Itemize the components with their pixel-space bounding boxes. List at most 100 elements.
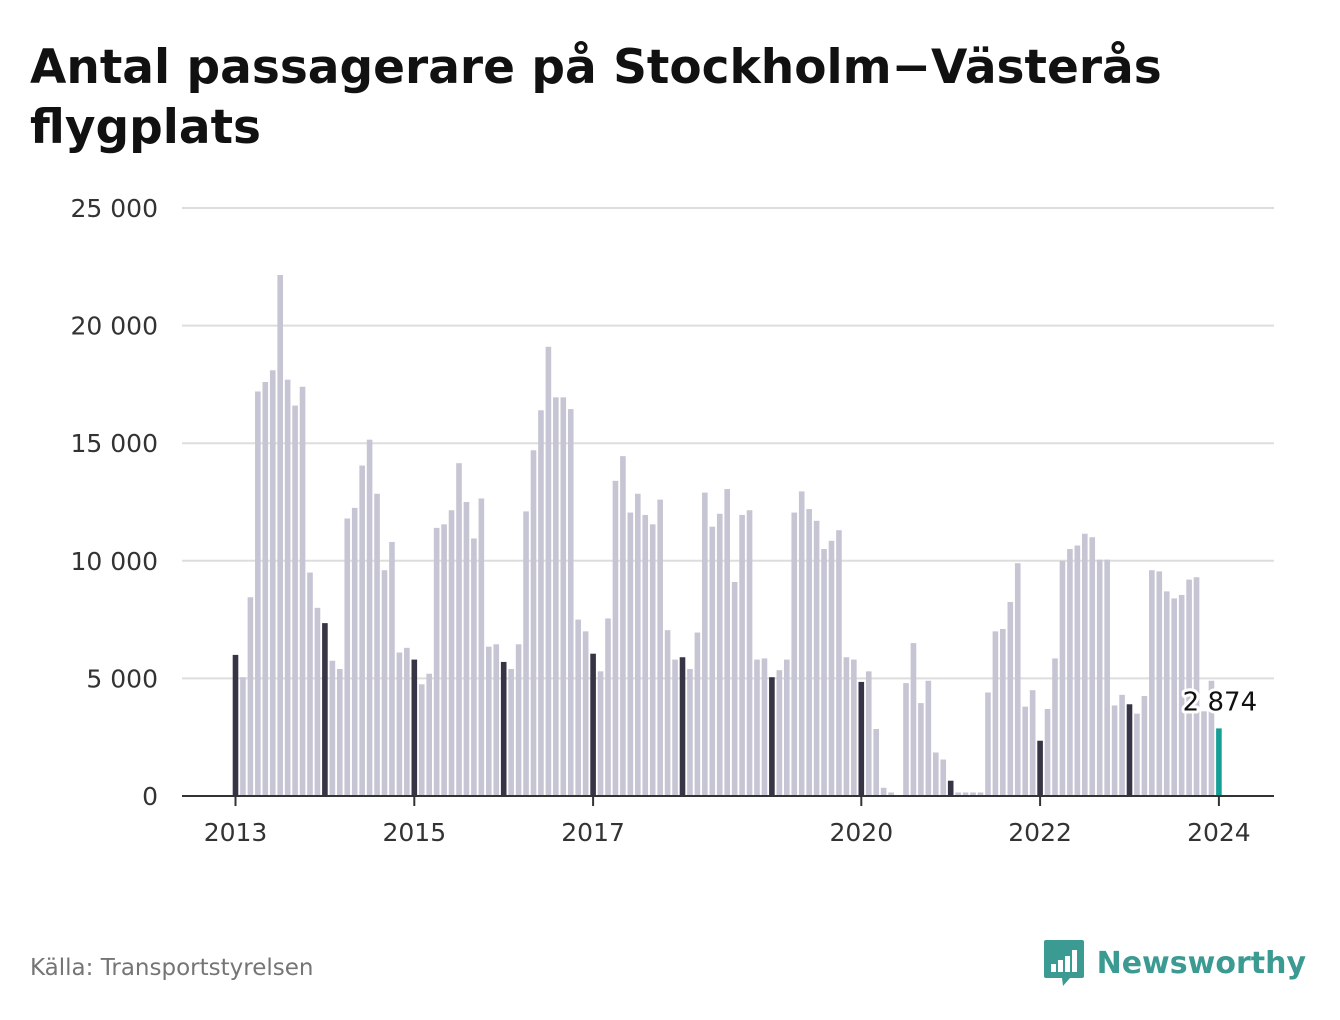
y-tick-label: 20 000: [71, 312, 158, 341]
bar: [694, 632, 701, 796]
bar: [1044, 708, 1051, 796]
bar: [702, 492, 708, 796]
bar: [471, 538, 477, 796]
bar: [1134, 713, 1140, 796]
bar: [836, 530, 842, 796]
bar: [1156, 571, 1163, 796]
bar: [612, 480, 619, 796]
bar: [448, 510, 455, 796]
bar: [985, 692, 991, 796]
bar: [1119, 694, 1125, 796]
bar: [307, 572, 313, 796]
bar: [418, 684, 425, 796]
bar: [322, 623, 328, 796]
bar: [992, 631, 999, 796]
bar: [940, 759, 947, 796]
bar: [292, 405, 298, 796]
bar: [649, 524, 656, 796]
bar: [1096, 559, 1103, 796]
bar: [1178, 594, 1185, 796]
bar: [1186, 579, 1192, 796]
bar: [344, 518, 351, 796]
bar: [925, 680, 932, 796]
bar: [1201, 711, 1207, 796]
bar: [1000, 629, 1006, 796]
bar: [828, 540, 835, 796]
bar: [947, 780, 954, 796]
bar: [590, 653, 596, 796]
bar: [933, 752, 939, 796]
y-axis-labels: 0 5 000 10 000 15 000 20 000 25 000: [71, 194, 158, 811]
bar: [1022, 706, 1028, 796]
bar: [910, 643, 917, 796]
bar: [709, 526, 716, 796]
bar: [761, 658, 768, 796]
y-tick-label: 0: [142, 782, 158, 811]
bar: [1111, 705, 1118, 796]
bar: [277, 275, 283, 796]
bar: [918, 703, 924, 796]
bar: [426, 673, 432, 796]
x-tick-label: 2013: [204, 818, 268, 847]
bar: [746, 510, 753, 796]
bar: [553, 397, 559, 796]
y-tick-label: 5 000: [86, 664, 158, 693]
bar: [530, 450, 537, 796]
bar: [865, 671, 872, 796]
newsworthy-logo-icon: [1043, 940, 1084, 986]
bar: [411, 659, 418, 796]
bar: [560, 397, 567, 796]
bar: [1126, 704, 1133, 796]
bar: [1163, 591, 1170, 796]
bar: [1149, 570, 1155, 796]
bar: [620, 456, 626, 796]
bar: [515, 644, 522, 796]
bar: [888, 792, 894, 796]
x-axis-labels: 2013 2015 2017 2020 2022 2024: [204, 796, 1251, 847]
bar: [582, 631, 589, 796]
bar: [314, 607, 321, 796]
bar: [873, 728, 879, 796]
bar: [1029, 690, 1036, 796]
bar: [687, 668, 693, 796]
bar: [597, 671, 604, 796]
bar: [389, 541, 395, 796]
bar: [791, 512, 798, 796]
bar: [1089, 537, 1096, 796]
bar: [754, 659, 760, 796]
bar: [970, 792, 976, 796]
bar: [769, 677, 775, 796]
bar: [1193, 577, 1200, 796]
x-tick-label: 2022: [1008, 818, 1072, 847]
y-tick-label: 10 000: [71, 547, 158, 576]
bar: [359, 465, 365, 796]
bar: [1082, 533, 1088, 796]
bar: [806, 509, 812, 796]
bar: [784, 659, 790, 796]
bar: [240, 677, 246, 796]
bar: [962, 792, 969, 796]
bar: [1037, 740, 1043, 796]
bar: [1104, 559, 1110, 796]
bar: [381, 570, 388, 796]
source-note: Källa: Transportstyrelsen: [30, 955, 314, 981]
bar: [493, 644, 500, 796]
bar: [284, 379, 291, 796]
bar: [1141, 696, 1148, 796]
bar: [1171, 598, 1177, 796]
bar: [567, 409, 574, 796]
bar: [478, 498, 485, 796]
y-tick-label: 25 000: [71, 194, 158, 223]
bar: [500, 661, 507, 796]
bar: [672, 659, 678, 796]
brand-logo[interactable]: Newsworthy: [1043, 938, 1306, 988]
bar: [463, 502, 470, 796]
bar: [903, 683, 909, 796]
bar: [508, 668, 514, 796]
bar: [798, 491, 805, 796]
bar: [404, 647, 410, 796]
bar: [657, 499, 663, 796]
bar: [813, 520, 820, 796]
bar: [739, 514, 745, 796]
